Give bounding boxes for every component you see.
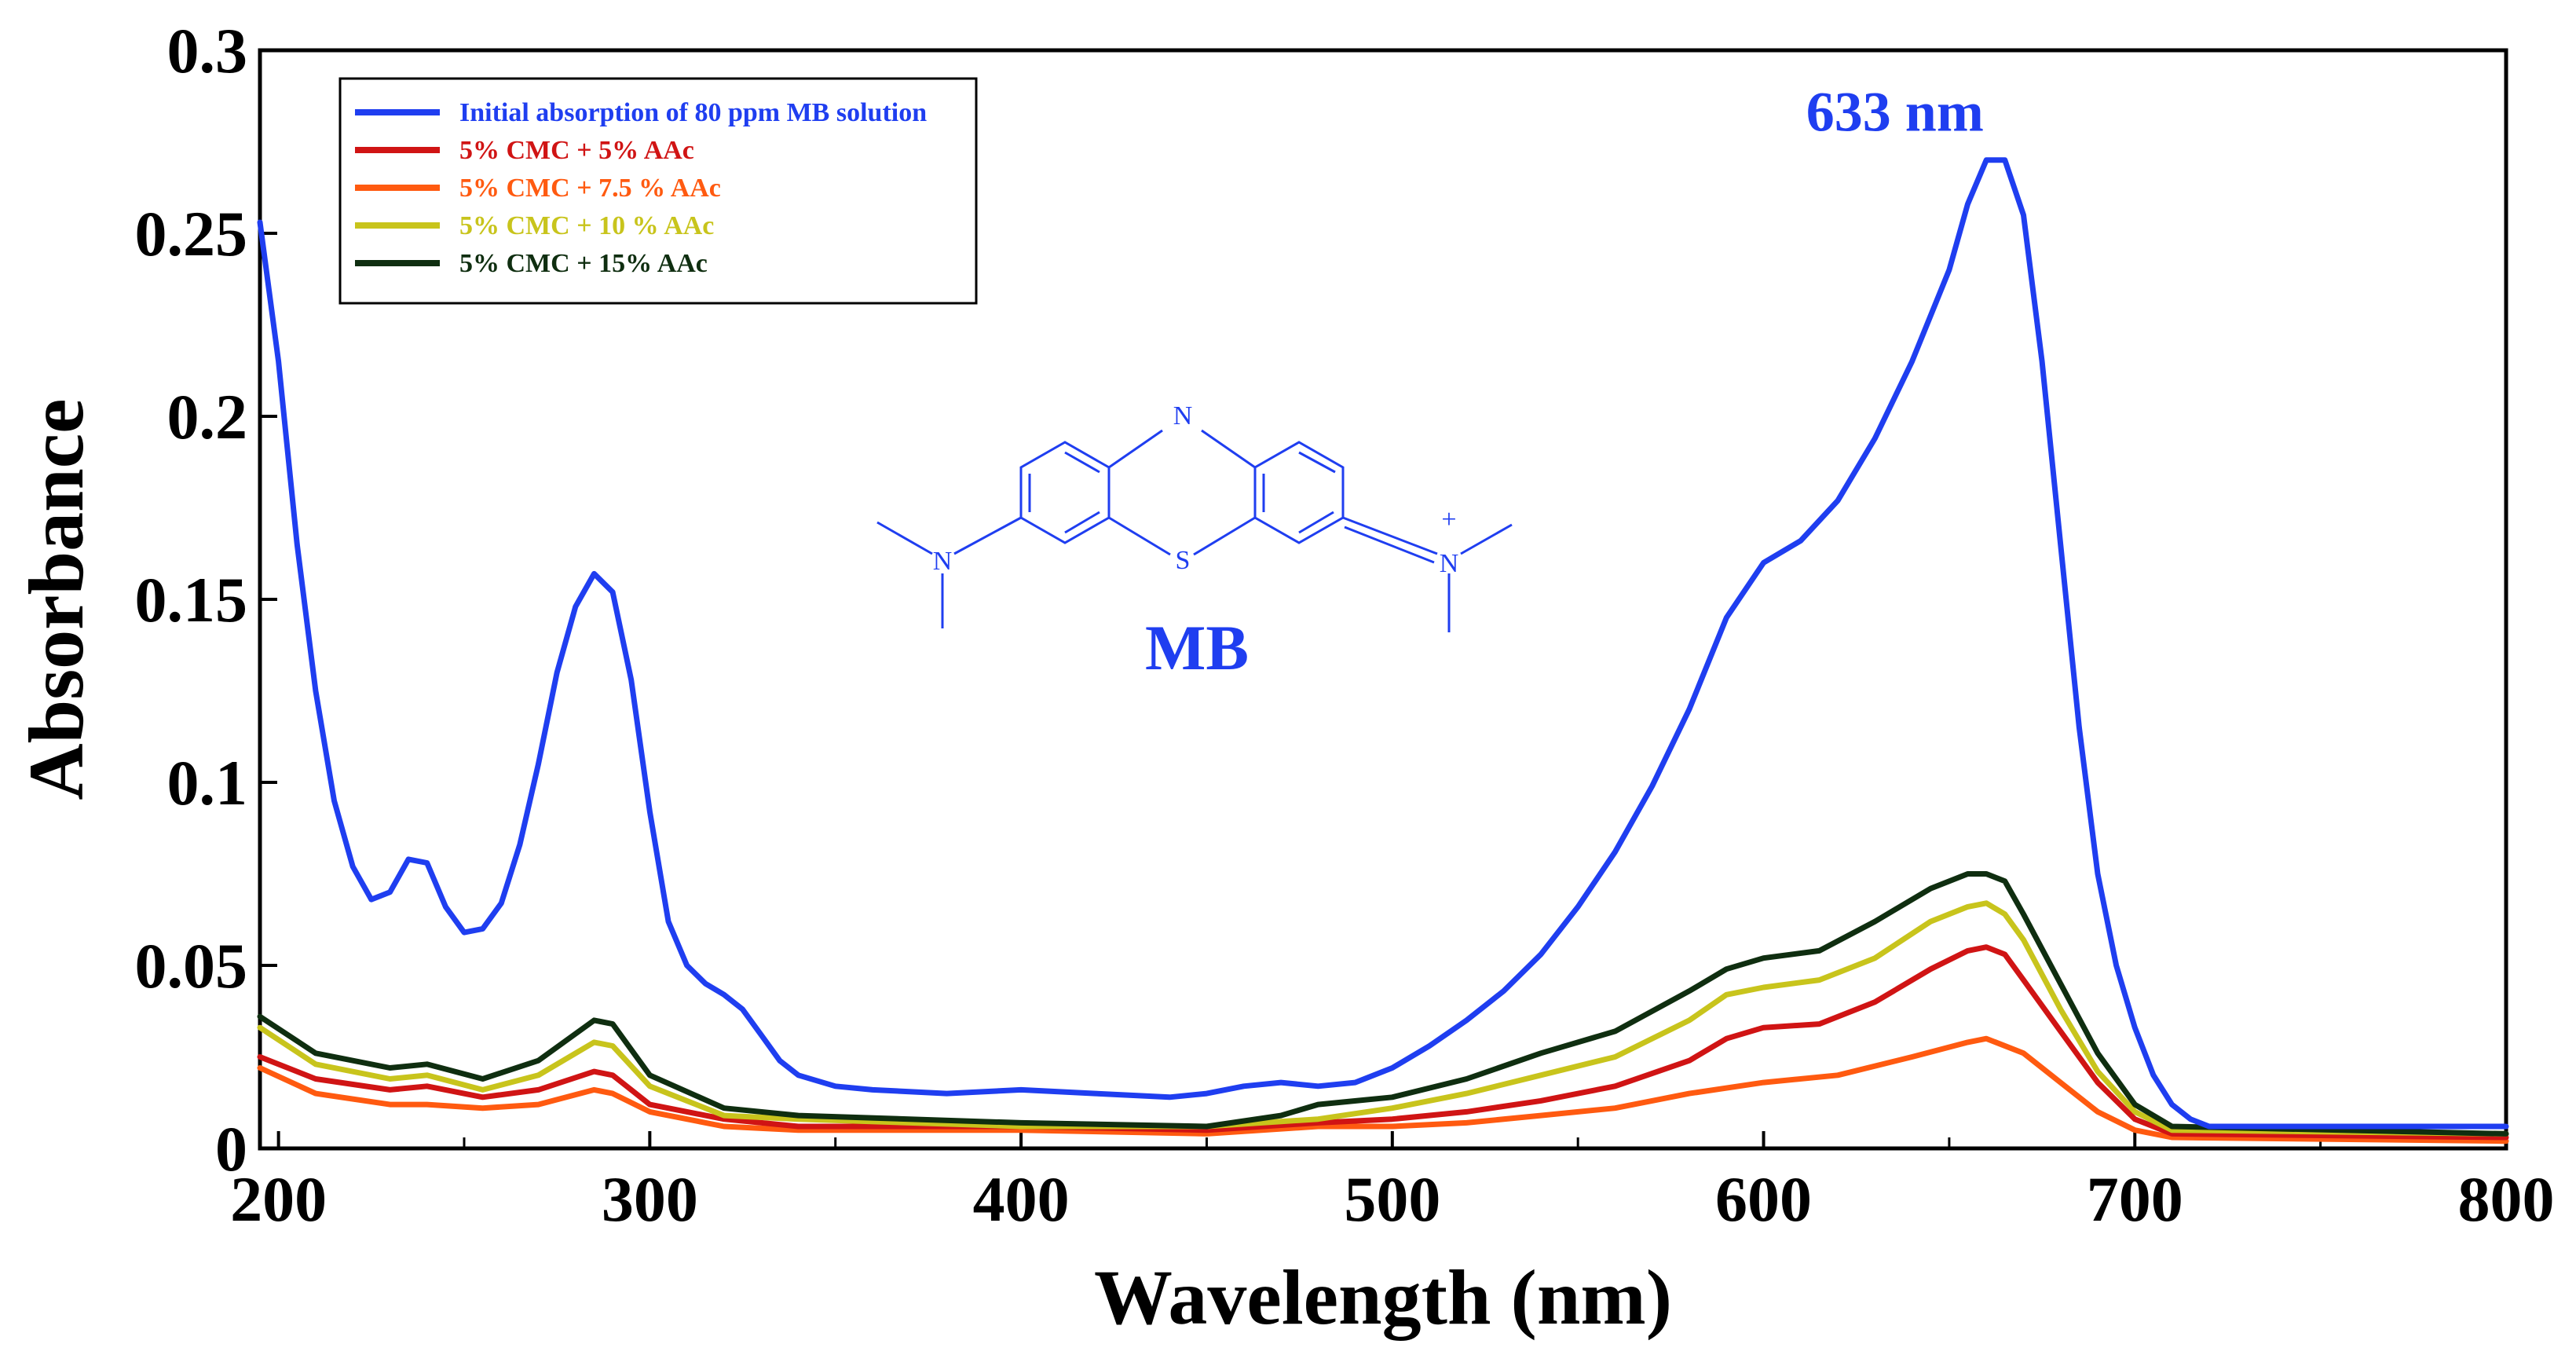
y-tick-label-0: 0 [215,1113,247,1185]
legend-label-0: Initial absorption of 80 ppm MB solution [459,98,927,127]
y-tick-label-4: 0.2 [167,381,248,452]
x-axis-title: Wavelength (nm) [1094,1254,1672,1341]
peak-annotation: 633 nm [1806,81,1984,144]
legend: Initial absorption of 80 ppm MB solution… [338,77,978,305]
series-line-2 [257,1035,2509,1144]
atom-s: S [1176,546,1191,575]
x-tick-label-500: 500 [1344,1163,1440,1235]
x-tick-label-300: 300 [602,1163,698,1235]
molecule-label: MB [1145,612,1249,683]
series-line-1 [257,944,2509,1141]
mb-structure [876,429,1513,632]
y-axis-title: Absorbance [13,398,100,800]
series-line-0 [257,157,2509,1130]
x-tick-label-800: 800 [2458,1163,2555,1235]
x-tick-label-400: 400 [973,1163,1070,1235]
charge-plus: + [1441,505,1456,534]
atom-n-left: N [933,547,953,576]
series-layer [257,157,2509,1144]
legend-label-1: 5% CMC + 5% AAc [459,136,694,165]
series-line-3 [257,900,2509,1137]
x-axis-ticks: 200 300 400 500 600 700 800 [230,1131,2555,1235]
y-tick-label-1: 0.05 [135,930,248,1002]
atom-n-right: N [1440,549,1459,578]
x-tick-label-700: 700 [2087,1163,2183,1235]
x-tick-label-600: 600 [1715,1163,1812,1235]
y-tick-label-2: 0.1 [167,747,248,819]
y-tick-label-5: 0.25 [135,198,248,269]
y-tick-label-3: 0.15 [135,564,248,635]
series-line-4 [257,871,2509,1137]
legend-items: Initial absorption of 80 ppm MB solution… [355,98,927,278]
y-tick-label-6: 0.3 [167,15,248,86]
legend-label-2: 5% CMC + 7.5 % AAc [459,174,721,203]
legend-label-4: 5% CMC + 15% AAc [459,249,708,278]
legend-box [338,77,978,305]
legend-label-3: 5% CMC + 10 % AAc [459,211,714,240]
y-axis-ticks: 0 0.05 0.1 0.15 0.2 0.25 0.3 [135,15,277,1185]
atom-n-top: N [1173,401,1193,430]
x-tick-label-200: 200 [230,1163,327,1235]
